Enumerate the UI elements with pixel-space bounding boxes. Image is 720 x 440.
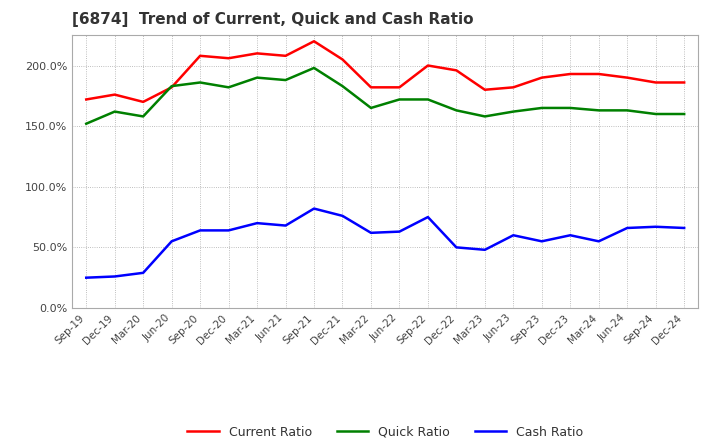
Quick Ratio	[652, 111, 660, 117]
Cash Ratio	[509, 233, 518, 238]
Current Ratio	[196, 53, 204, 59]
Current Ratio	[338, 57, 347, 62]
Cash Ratio	[253, 220, 261, 226]
Quick Ratio	[537, 105, 546, 110]
Current Ratio	[110, 92, 119, 97]
Quick Ratio	[110, 109, 119, 114]
Cash Ratio	[282, 223, 290, 228]
Cash Ratio	[680, 225, 688, 231]
Quick Ratio	[139, 114, 148, 119]
Cash Ratio	[452, 245, 461, 250]
Line: Current Ratio: Current Ratio	[86, 41, 684, 102]
Cash Ratio	[110, 274, 119, 279]
Quick Ratio	[395, 97, 404, 102]
Current Ratio	[253, 51, 261, 56]
Quick Ratio	[82, 121, 91, 126]
Current Ratio	[225, 55, 233, 61]
Cash Ratio	[225, 228, 233, 233]
Quick Ratio	[282, 77, 290, 83]
Quick Ratio	[338, 84, 347, 89]
Line: Cash Ratio: Cash Ratio	[86, 209, 684, 278]
Legend: Current Ratio, Quick Ratio, Cash Ratio: Current Ratio, Quick Ratio, Cash Ratio	[182, 421, 588, 440]
Cash Ratio	[196, 228, 204, 233]
Cash Ratio	[566, 233, 575, 238]
Current Ratio	[366, 84, 375, 90]
Line: Quick Ratio: Quick Ratio	[86, 68, 684, 124]
Quick Ratio	[225, 84, 233, 90]
Cash Ratio	[167, 238, 176, 244]
Current Ratio	[167, 84, 176, 90]
Cash Ratio	[139, 270, 148, 275]
Cash Ratio	[423, 214, 432, 220]
Current Ratio	[537, 75, 546, 80]
Text: [6874]  Trend of Current, Quick and Cash Ratio: [6874] Trend of Current, Quick and Cash …	[72, 12, 474, 27]
Quick Ratio	[167, 84, 176, 89]
Quick Ratio	[423, 97, 432, 102]
Cash Ratio	[82, 275, 91, 280]
Cash Ratio	[338, 213, 347, 219]
Quick Ratio	[566, 105, 575, 110]
Current Ratio	[395, 84, 404, 90]
Current Ratio	[282, 53, 290, 59]
Cash Ratio	[623, 225, 631, 231]
Quick Ratio	[480, 114, 489, 119]
Current Ratio	[310, 39, 318, 44]
Quick Ratio	[623, 108, 631, 113]
Cash Ratio	[395, 229, 404, 234]
Quick Ratio	[595, 108, 603, 113]
Quick Ratio	[452, 108, 461, 113]
Current Ratio	[509, 84, 518, 90]
Quick Ratio	[680, 111, 688, 117]
Cash Ratio	[310, 206, 318, 211]
Quick Ratio	[253, 75, 261, 80]
Current Ratio	[139, 99, 148, 105]
Current Ratio	[480, 87, 489, 92]
Quick Ratio	[509, 109, 518, 114]
Quick Ratio	[196, 80, 204, 85]
Cash Ratio	[366, 230, 375, 235]
Cash Ratio	[595, 238, 603, 244]
Current Ratio	[82, 97, 91, 102]
Cash Ratio	[537, 238, 546, 244]
Current Ratio	[680, 80, 688, 85]
Quick Ratio	[366, 105, 375, 110]
Cash Ratio	[480, 247, 489, 253]
Current Ratio	[423, 63, 432, 68]
Current Ratio	[652, 80, 660, 85]
Cash Ratio	[652, 224, 660, 229]
Current Ratio	[566, 71, 575, 77]
Current Ratio	[452, 68, 461, 73]
Current Ratio	[623, 75, 631, 80]
Quick Ratio	[310, 65, 318, 70]
Current Ratio	[595, 71, 603, 77]
